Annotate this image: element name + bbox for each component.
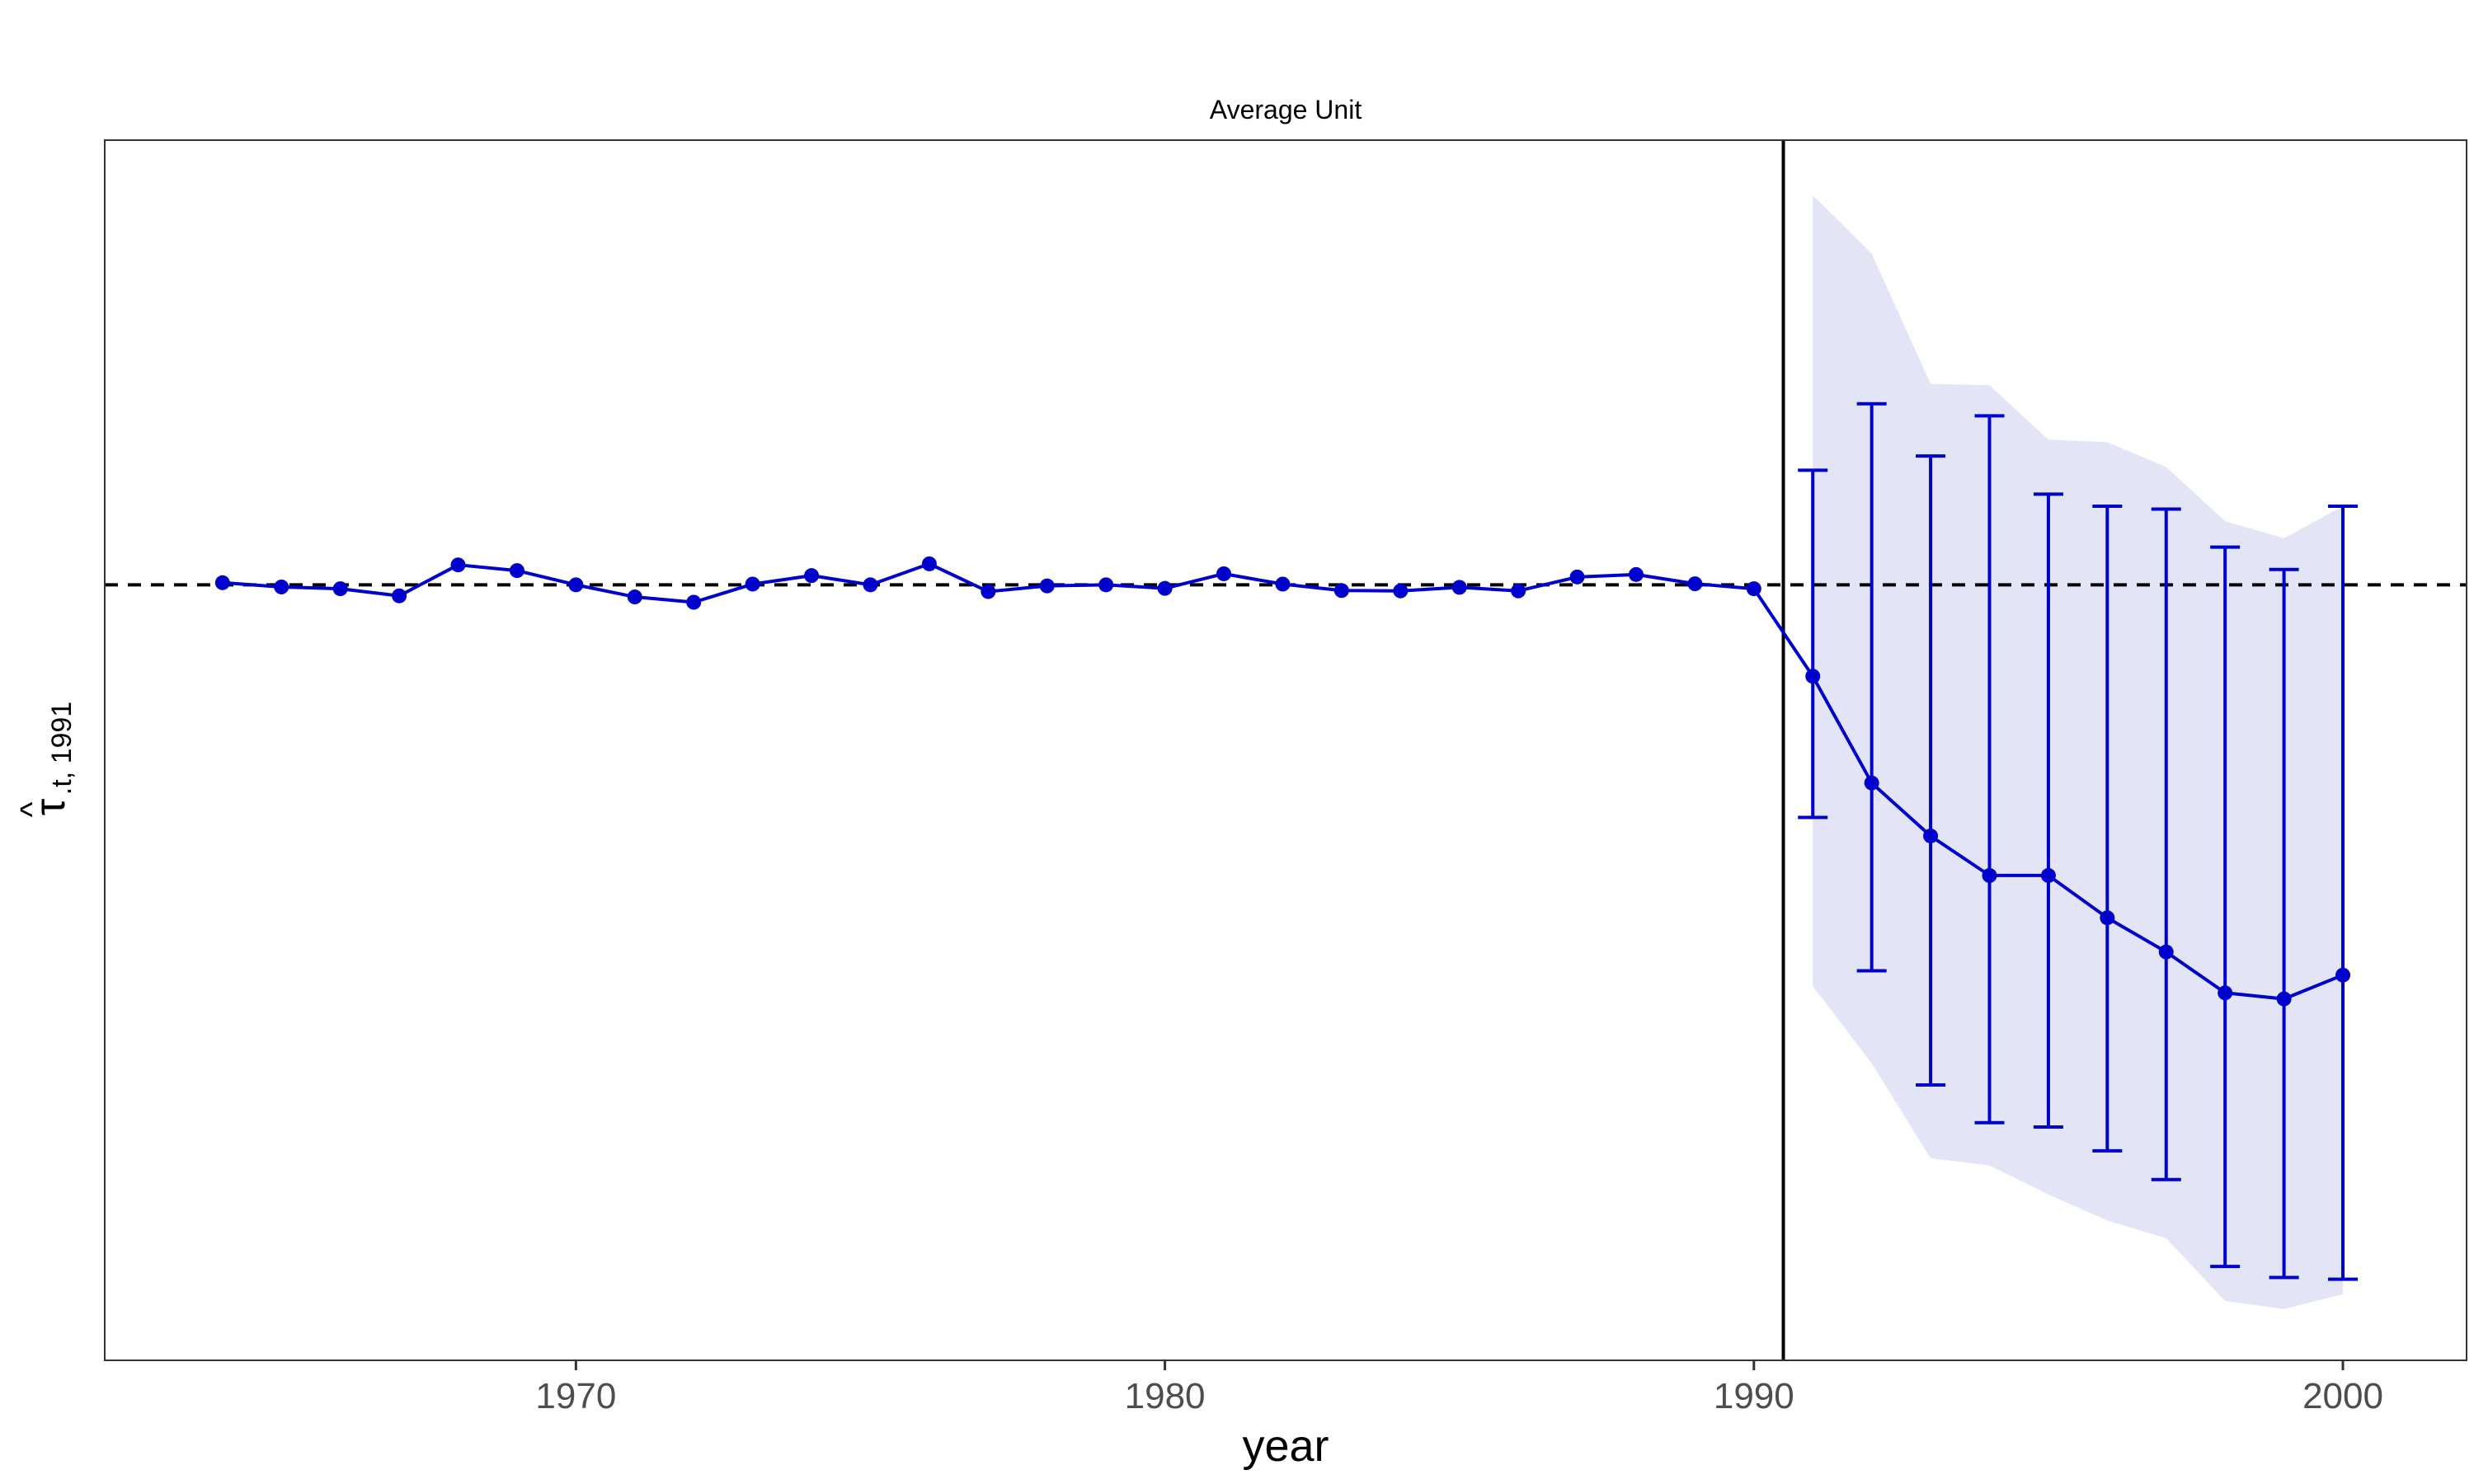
error-bar	[2210, 545, 2241, 1269]
y-axis-label-hat: ^	[14, 801, 50, 817]
data-point	[627, 589, 642, 605]
data-point	[921, 556, 937, 571]
data-point	[745, 576, 760, 592]
error-bar	[1916, 454, 1946, 1087]
data-point	[1687, 576, 1703, 592]
y-axis-label-subscript: .t, 1991	[46, 702, 78, 795]
error-bar	[1856, 402, 1887, 973]
data-point	[568, 577, 584, 593]
error-bar	[2092, 505, 2123, 1153]
data-point-layer	[214, 556, 2351, 1007]
y-axis-label-symbol: τ	[26, 798, 74, 815]
error-bar	[2033, 492, 2063, 1129]
data-point	[1333, 583, 1349, 599]
data-point	[450, 557, 466, 573]
x-tick-label: 1980	[1125, 1376, 1206, 1416]
data-point	[214, 575, 230, 590]
data-point	[1569, 569, 1585, 585]
data-point	[2276, 991, 2292, 1007]
error-bar	[2328, 505, 2359, 1281]
chart-title: Average Unit	[1210, 95, 1362, 124]
data-point	[1039, 578, 1055, 594]
data-point	[1451, 580, 1467, 595]
y-axis-label: τ .t, 1991 ^	[14, 702, 78, 818]
error-bar	[1798, 468, 1828, 819]
error-bar	[2151, 507, 2181, 1181]
x-axis-ticks: 1970 1980 1990 2000	[535, 1360, 2383, 1416]
data-point	[1628, 566, 1644, 582]
data-point	[2100, 910, 2115, 926]
error-bar-layer	[1798, 402, 2359, 1281]
data-point	[804, 568, 820, 584]
data-point	[2335, 967, 2351, 983]
data-point	[392, 588, 407, 603]
data-point	[2218, 985, 2233, 1001]
data-point	[1864, 775, 1879, 791]
data-point	[274, 579, 289, 594]
x-tick-label: 2000	[2302, 1376, 2383, 1416]
data-point	[1923, 828, 1939, 843]
data-point	[1216, 566, 1232, 581]
error-bar	[2269, 567, 2299, 1280]
data-point	[863, 577, 878, 593]
data-point	[2040, 867, 2056, 883]
data-point	[686, 594, 702, 610]
plot-panel-border	[104, 139, 2467, 1361]
data-point	[1393, 583, 1409, 599]
data-point	[1982, 867, 1997, 883]
confidence-band-layer	[1813, 195, 2344, 1309]
x-tick-label: 1990	[1714, 1376, 1794, 1416]
data-point	[1275, 576, 1291, 592]
confidence-band	[1813, 195, 2344, 1309]
data-point	[2158, 944, 2174, 960]
data-point	[332, 581, 348, 597]
data-point	[1157, 580, 1173, 596]
x-tick-label: 1970	[535, 1376, 616, 1416]
error-bar	[1974, 414, 2005, 1125]
x-axis-label: year	[1242, 1421, 1329, 1471]
data-point	[1511, 583, 1526, 599]
svg-text:τ .t, 1991: τ .t, 1991	[26, 702, 78, 815]
data-point	[981, 584, 996, 599]
data-point	[1805, 669, 1821, 684]
data-point	[1098, 577, 1114, 593]
data-point	[1746, 581, 1761, 597]
data-point	[509, 563, 524, 579]
